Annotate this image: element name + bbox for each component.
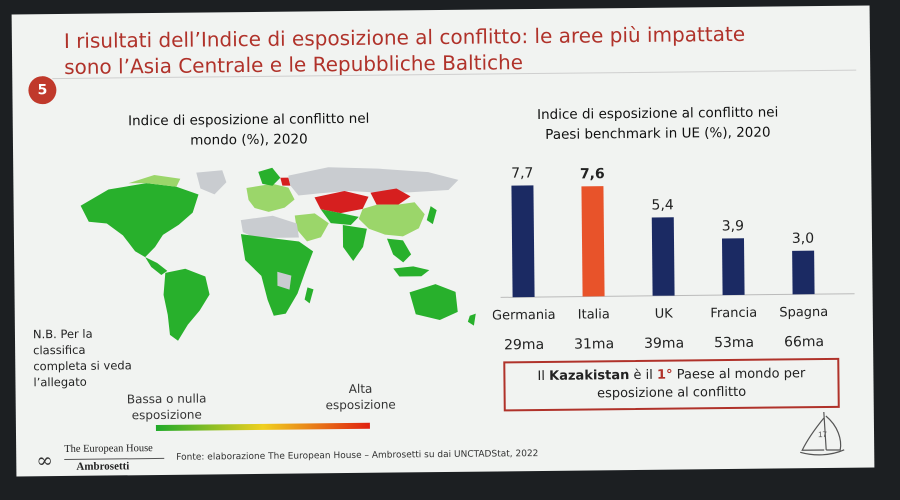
kazakhstan-callout: Il Kazakistan è il 1° Paese al mondo per…: [503, 357, 840, 412]
map-southeast-asia: [386, 238, 412, 263]
map-north-america: [80, 183, 199, 258]
source-note: Fonte: elaborazione The European House –…: [176, 449, 539, 463]
bar-francia: [721, 238, 745, 296]
map-middle-east: [294, 213, 329, 242]
category-label-italia: Italia: [578, 307, 610, 322]
world-exposure-map: [80, 167, 476, 341]
callout-line2: esposizione al conflitto: [596, 384, 747, 402]
logo-bottom-text: Ambrosetti: [76, 460, 130, 473]
map-africa: [240, 234, 314, 316]
category-label-uk: UK: [655, 307, 674, 322]
rank-label-germania: 29ma: [504, 337, 544, 353]
logo-top-text: The European House: [64, 443, 153, 455]
map-europe: [246, 183, 295, 212]
map-mongolia: [370, 188, 411, 205]
map-central-america: [145, 257, 168, 275]
map-madagascar: [304, 287, 314, 304]
page-number: 17: [818, 429, 828, 440]
map-africa-north: [240, 215, 299, 238]
legend-high-label: Alta esposizione: [325, 381, 396, 413]
callout-prefix: Il: [537, 368, 546, 385]
callout-line1: Il Kazakistan è il 1° Paese al mondo per: [537, 365, 805, 386]
value-label-uk: 5,4: [651, 197, 674, 213]
category-label-germania: Germania: [492, 308, 556, 324]
map-kazakhstan: [314, 191, 369, 214]
value-label-germania: 7,7: [511, 165, 533, 181]
map-russia: [288, 167, 459, 196]
map-africa-grey: [277, 271, 292, 290]
map-title: Indice di esposizione al conflitto nel m…: [99, 108, 399, 151]
map-scandinavia: [258, 167, 281, 186]
rank-label-uk: 39ma: [644, 335, 684, 351]
value-label-francia: 3,9: [722, 218, 744, 234]
value-label-italia: 7,6: [580, 166, 605, 182]
bar-chart-title-line2: Paesi benchmark in UE (%), 2020: [545, 124, 771, 143]
bar-germania: [511, 185, 535, 298]
map-new-zealand: [467, 313, 476, 326]
map-canada-north: [128, 175, 181, 187]
map-india: [342, 225, 367, 261]
section-number-badge: 5: [28, 76, 57, 105]
map-baltics: [280, 177, 291, 186]
map-central-asia-south: [320, 209, 359, 225]
map-south-america: [163, 268, 210, 341]
map-china: [358, 202, 425, 237]
ambrosetti-logo: ∞ The European House Ambrosetti: [36, 441, 166, 476]
bar-chart-title: Indice di esposizione al conflitto nei P…: [508, 102, 808, 145]
callout-rank: 1°: [656, 367, 673, 383]
bar-italia: [581, 186, 605, 297]
value-label-spagna: 3,0: [792, 231, 814, 247]
rank-label-italia: 31ma: [574, 336, 614, 352]
slide: 5 I risultati dell’Indice di esposizione…: [11, 5, 875, 477]
category-label-spagna: Spagna: [779, 305, 828, 321]
sailboat-icon: [800, 411, 845, 456]
bar-chart: 7,7 Germania 29ma 7,6 Italia 31ma 5,4 UK 39ma 3,9…: [492, 165, 855, 353]
map-japan: [426, 206, 437, 225]
category-label-francia: Francia: [710, 306, 757, 321]
callout-mid: è il: [633, 367, 653, 384]
map-title-line1: Indice di esposizione al conflitto nel: [128, 110, 370, 130]
bar-uk: [651, 217, 675, 296]
logo-mark-icon: ∞: [36, 448, 54, 473]
map-greenland: [196, 170, 227, 195]
callout-country: Kazakistan: [549, 368, 630, 384]
rank-label-francia: 53ma: [714, 335, 754, 351]
map-indonesia: [393, 266, 430, 277]
bar-spagna: [792, 250, 815, 295]
map-title-line2: mondo (%), 2020: [190, 131, 308, 149]
legend-low-label: Bassa o nulla esposizione: [126, 391, 207, 423]
classification-note: N.B. Per la classifica completa si veda …: [32, 326, 132, 390]
callout-suffix: Paese al mondo per: [676, 366, 806, 383]
map-australia: [409, 284, 458, 321]
legend-gradient-bar: [155, 422, 370, 432]
rank-label-spagna: 66ma: [784, 334, 824, 350]
